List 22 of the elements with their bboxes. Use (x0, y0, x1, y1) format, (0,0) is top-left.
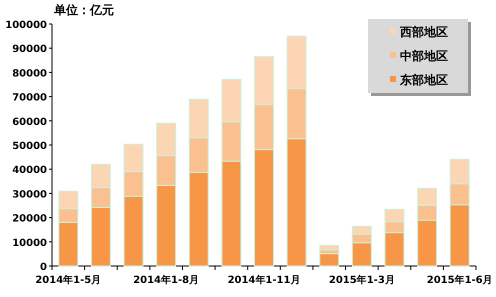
y-tick-label: 100000 (5, 20, 48, 31)
bar (319, 244, 340, 250)
y-tick-label: 10000 (12, 238, 48, 249)
bar (319, 253, 340, 266)
legend-label: 东部地区 (399, 73, 448, 87)
y-tick-label: 0 (40, 262, 48, 273)
chart-title: 单位：亿元 (53, 3, 114, 17)
y-tick-label: 30000 (12, 189, 48, 200)
x-tick-label: 2014年1-11月 (228, 274, 300, 286)
y-tick-label: 40000 (12, 165, 48, 176)
y-tick-label: 80000 (12, 68, 48, 80)
x-tick-label: 2015年1-3月 (328, 274, 395, 286)
y-tick-label: 90000 (12, 44, 48, 56)
legend-label: 中部地区 (400, 49, 448, 63)
x-tick-label: 2014年1-5月 (35, 274, 102, 286)
y-tick-label: 70000 (12, 92, 48, 104)
y-tick-label: 50000 (12, 141, 48, 152)
legend-label: 西部地区 (399, 25, 448, 39)
x-tick-label: 2014年1-8月 (133, 274, 200, 286)
x-tick-label: 2015年1-6月 (426, 274, 493, 286)
y-tick-label: 60000 (12, 116, 48, 128)
y-tick-label: 20000 (12, 214, 48, 225)
